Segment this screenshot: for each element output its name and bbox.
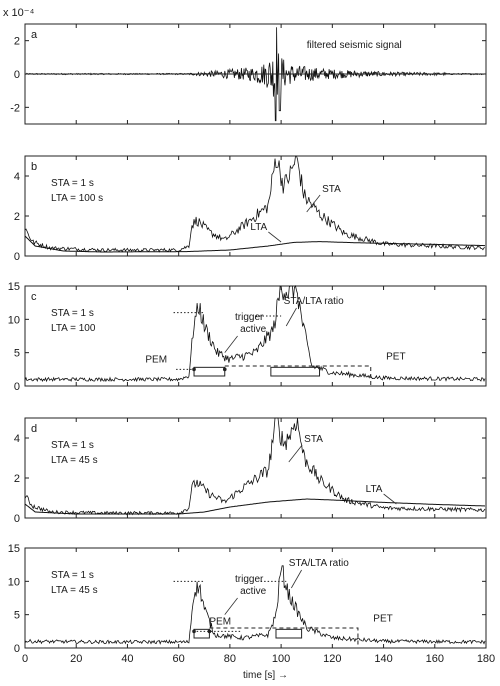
annotation-sta: STA bbox=[304, 434, 323, 445]
y-exponent-label: x 10⁻⁴ bbox=[3, 7, 35, 19]
leader-trigger bbox=[224, 335, 238, 353]
x-tick-label: 40 bbox=[121, 653, 133, 665]
plot-frame bbox=[24, 547, 487, 649]
x-tick-label: 80 bbox=[224, 653, 236, 665]
x-axis-label: time [s] → bbox=[243, 670, 288, 681]
leader-sta bbox=[288, 444, 303, 463]
series-sta bbox=[24, 417, 486, 516]
panel-d: 4 2 0 d STA = 1 s LTA = 45 s STA LTA bbox=[14, 417, 487, 525]
y-tick-label: 2 bbox=[14, 36, 20, 48]
x-tick-label: 20 bbox=[70, 653, 82, 665]
panel-label: c bbox=[31, 291, 37, 303]
plot-frame bbox=[24, 285, 487, 387]
y-tick-label: 0 bbox=[14, 251, 20, 263]
leader-trigger bbox=[224, 597, 238, 615]
panel-a: 2 0 -2 a x 10⁻⁴ filtered seismic signal bbox=[3, 7, 487, 125]
series-lta bbox=[24, 498, 486, 515]
param-label: STA = 1 s bbox=[51, 440, 94, 451]
x-tick-label: 100 bbox=[272, 653, 290, 665]
leader-lta bbox=[268, 231, 282, 243]
trigger-off-marker bbox=[207, 629, 212, 634]
param-label: STA = 1 s bbox=[51, 570, 94, 581]
y-tick-label: 4 bbox=[14, 171, 20, 183]
y-tick-label: -2 bbox=[10, 102, 20, 114]
pem-marker bbox=[192, 367, 196, 372]
panel-e: 15 10 5 0 STA = 1 s LTA = 45 s STA/LTA ratio tr… bbox=[8, 543, 487, 655]
x-tick-label: 60 bbox=[173, 653, 185, 665]
y-tick-label: 2 bbox=[14, 211, 20, 223]
trigger-window bbox=[193, 366, 226, 377]
x-tick-label: 160 bbox=[426, 653, 444, 665]
panel-label: d bbox=[31, 423, 37, 435]
annotation-pet: PET bbox=[386, 351, 405, 362]
y-tick-label: 5 bbox=[14, 610, 20, 622]
panel-label: a bbox=[31, 29, 38, 41]
y-tick-label: 5 bbox=[14, 348, 20, 360]
panel-label: b bbox=[31, 161, 37, 173]
leader-ratio bbox=[285, 307, 297, 327]
annotation-sta: STA bbox=[322, 184, 341, 195]
annotation-filtered-signal: filtered seismic signal bbox=[307, 40, 402, 51]
annotation-trigger: trigger bbox=[235, 312, 264, 323]
y-tick-label: 2 bbox=[14, 473, 20, 485]
trigger-window bbox=[270, 366, 321, 377]
x-tick-label: 140 bbox=[374, 653, 392, 665]
x-tick-label: 0 bbox=[22, 653, 28, 665]
y-tick-label: 0 bbox=[14, 381, 20, 393]
leader-lta bbox=[383, 493, 397, 505]
param-label: LTA = 100 bbox=[51, 323, 96, 334]
annotation-pet: PET bbox=[373, 613, 392, 624]
panel-b: 4 2 0 b STA = 1 s LTA = 100 s STA LTA bbox=[14, 155, 487, 263]
plot-frame bbox=[24, 155, 487, 257]
panel-c: 15 10 5 0 c STA = 1 s LTA = 100 STA/LTA ratio tr… bbox=[8, 281, 487, 393]
leader-ratio bbox=[291, 569, 302, 589]
y-tick-label: 0 bbox=[14, 69, 20, 81]
y-tick-label: 0 bbox=[14, 643, 20, 655]
annotation-active: active bbox=[240, 324, 267, 335]
y-tick-label: 10 bbox=[8, 314, 20, 326]
y-tick-label: 15 bbox=[8, 543, 20, 555]
y-tick-label: 4 bbox=[14, 433, 20, 445]
param-label: STA = 1 s bbox=[51, 308, 94, 319]
annotation-lta: LTA bbox=[366, 484, 383, 495]
series-sta-lta-ratio bbox=[24, 285, 486, 383]
param-label: STA = 1 s bbox=[51, 178, 94, 189]
pet-line bbox=[209, 627, 359, 648]
trigger-off-marker bbox=[222, 367, 227, 372]
trigger-window bbox=[275, 628, 303, 639]
annotation-ratio: STA/LTA ratio bbox=[289, 558, 349, 569]
leader-sta bbox=[306, 194, 321, 213]
annotation-active: active bbox=[240, 586, 267, 597]
annotation-pem: PEM bbox=[145, 355, 167, 366]
series-sta-lta-ratio bbox=[24, 565, 486, 645]
y-tick-label: 15 bbox=[8, 281, 20, 293]
trigger-window bbox=[193, 628, 210, 639]
annotation-pem: PEM bbox=[209, 617, 231, 628]
annotation-trigger: trigger bbox=[235, 574, 264, 585]
param-label: LTA = 45 s bbox=[51, 585, 98, 596]
y-tick-label: 0 bbox=[14, 513, 20, 525]
x-tick-label: 120 bbox=[323, 653, 341, 665]
annotation-ratio: STA/LTA ratio bbox=[284, 296, 344, 307]
y-tick-label: 10 bbox=[8, 576, 20, 588]
param-label: LTA = 45 s bbox=[51, 455, 98, 466]
annotation-lta: LTA bbox=[250, 222, 267, 233]
plot-frame bbox=[24, 417, 487, 519]
param-label: LTA = 100 s bbox=[51, 193, 103, 204]
x-tick-label: 180 bbox=[477, 653, 495, 665]
pem-marker bbox=[192, 629, 196, 634]
series-lta bbox=[24, 235, 485, 253]
